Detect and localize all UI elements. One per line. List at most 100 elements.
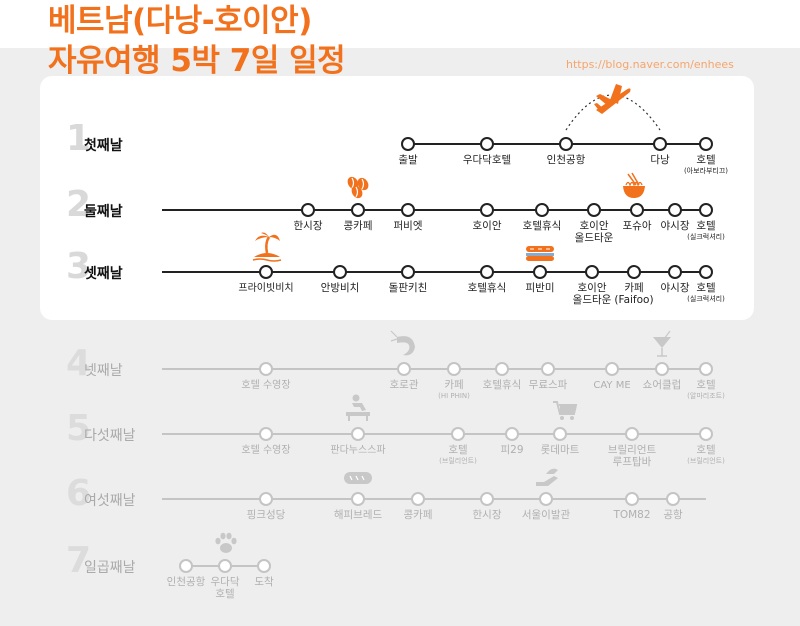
stop-node[interactable]: 퍼비엣 — [394, 203, 423, 232]
stop-marker — [668, 265, 682, 279]
stop-node[interactable]: 호텔휴식 — [468, 265, 507, 294]
stop-node[interactable]: TOM82 — [612, 492, 651, 521]
stop-label: 안방비치 — [321, 282, 360, 294]
stop-node[interactable]: 판다누스스파 — [330, 427, 386, 456]
day-label: 다섯째날 — [84, 428, 136, 444]
stop-node[interactable]: 인천공항 — [547, 137, 586, 166]
stop-marker — [259, 427, 273, 441]
stop-label: 포슈아 — [623, 220, 652, 232]
stop-marker — [699, 362, 713, 376]
stop-node[interactable]: 야시장 — [661, 203, 690, 232]
stop-node[interactable]: 쇼어클럽 — [643, 362, 682, 391]
stop-sublabel: (HI PHIN) — [438, 392, 470, 400]
stop-label: 한시장 — [473, 509, 502, 521]
stop-label: 호텔휴식 — [468, 282, 507, 294]
stop-label: 롯데마트 — [541, 444, 580, 456]
stop-label: 호텔 — [696, 379, 715, 391]
stop-marker — [259, 492, 273, 506]
stop-node[interactable]: 호텔 수영장 — [241, 362, 291, 391]
stop-marker — [179, 559, 193, 573]
stop-marker — [401, 265, 415, 279]
stop-node[interactable]: 한시장 — [294, 203, 323, 232]
day-number: 6 — [66, 473, 91, 514]
stop-marker — [535, 203, 549, 217]
stop-node[interactable]: 호텔 수영장 — [241, 427, 291, 456]
stop-node[interactable]: 핑크성당 — [247, 492, 286, 521]
stop-label: 호텔 — [448, 444, 467, 456]
stop-marker — [541, 362, 555, 376]
stop-node[interactable]: 피반미 — [526, 265, 555, 294]
stop-node[interactable]: 호텔(실크럭셔리) — [687, 265, 725, 303]
stop-label: 호텔 수영장 — [241, 444, 290, 456]
stop-node[interactable]: 우다닥호텔 — [463, 137, 511, 166]
stop-node[interactable]: 포슈아 — [623, 203, 652, 232]
stop-label: 우다닥호텔 — [463, 154, 511, 166]
shrimp-icon — [390, 330, 415, 356]
stop-node[interactable]: 도착 — [254, 559, 274, 588]
day-label: 셋째날 — [84, 265, 123, 282]
stop-node[interactable]: 호텔(아보라부티끄) — [684, 137, 728, 175]
stop-node[interactable]: 해피브레드 — [334, 492, 383, 521]
stop-marker — [655, 362, 669, 376]
stop-label: 호텔 — [696, 282, 715, 294]
stop-node[interactable]: 콩카페 — [344, 203, 373, 232]
stop-node[interactable]: 호텔(실크럭셔리) — [687, 203, 725, 241]
stop-sublabel: (알마리조트) — [687, 391, 725, 400]
stop-node[interactable]: 피29 — [500, 427, 524, 456]
stop-marker — [699, 427, 713, 441]
stop-label: 퍼비엣 — [394, 220, 423, 232]
stop-node[interactable]: 롯데마트 — [541, 427, 580, 456]
noodle-bowl-icon — [623, 172, 645, 198]
stop-node[interactable]: 야시장 — [661, 265, 690, 294]
stop-node[interactable]: 호로관 — [390, 362, 419, 391]
stop-node[interactable]: 호텔(브릴리언트) — [439, 427, 477, 465]
stop-node[interactable]: 호텔휴식 — [483, 362, 522, 391]
stop-node[interactable]: 카페(Faifoo) — [614, 265, 654, 306]
stop-node[interactable]: 호텔휴식 — [523, 203, 562, 232]
stop-node[interactable]: 다낭 — [650, 137, 670, 166]
stop-sublabel: (실크럭셔리) — [687, 294, 725, 303]
stop-node[interactable]: 인천공항 — [167, 559, 206, 588]
stop-label: TOM82 — [612, 509, 650, 521]
stop-marker — [351, 203, 365, 217]
stop-node[interactable]: 호텔(브릴리언트) — [687, 427, 725, 465]
stop-marker — [480, 265, 494, 279]
stop-node[interactable]: 호이안 — [473, 203, 502, 232]
day-label: 첫째날 — [84, 138, 123, 154]
stop-node[interactable]: 호텔(알마리조트) — [687, 362, 725, 400]
stop-marker — [699, 265, 713, 279]
stop-node[interactable]: 콩카페 — [404, 492, 433, 521]
day-label: 일곱째날 — [84, 560, 136, 576]
stop-node[interactable]: 프라이빗비치 — [238, 265, 294, 294]
stop-label: 호이안 — [578, 282, 607, 294]
stop-node[interactable]: 한시장 — [473, 492, 502, 521]
stop-node[interactable]: 안방비치 — [321, 265, 360, 294]
stop-label: 서울이발관 — [522, 509, 571, 521]
stop-label: 공항 — [663, 509, 683, 521]
stop-node[interactable]: CAY ME — [593, 362, 631, 391]
blog-url[interactable]: https://blog.naver.com/enhees — [566, 58, 734, 71]
stop-marker — [401, 137, 415, 151]
stop-marker — [259, 362, 273, 376]
bread-icon — [344, 472, 372, 484]
stop-label: 호텔 — [696, 154, 715, 166]
stop-node[interactable]: 돌판키친 — [389, 265, 428, 294]
stop-sublabel: (실크럭셔리) — [687, 232, 725, 241]
stop-label: 해피브레드 — [334, 508, 383, 521]
stop-node[interactable]: 공항 — [663, 492, 683, 521]
stop-marker — [699, 203, 713, 217]
day-number: 3 — [66, 246, 91, 287]
stop-node[interactable]: 카페(HI PHIN) — [438, 362, 470, 400]
stop-sublabel: (아보라부티끄) — [684, 166, 728, 175]
stop-node[interactable]: 출발 — [398, 137, 418, 166]
stop-node[interactable]: 우다닥호텔 — [211, 559, 240, 600]
stop-node[interactable]: 서울이발관 — [522, 492, 571, 521]
stop-node[interactable]: 무료스파 — [529, 362, 568, 391]
